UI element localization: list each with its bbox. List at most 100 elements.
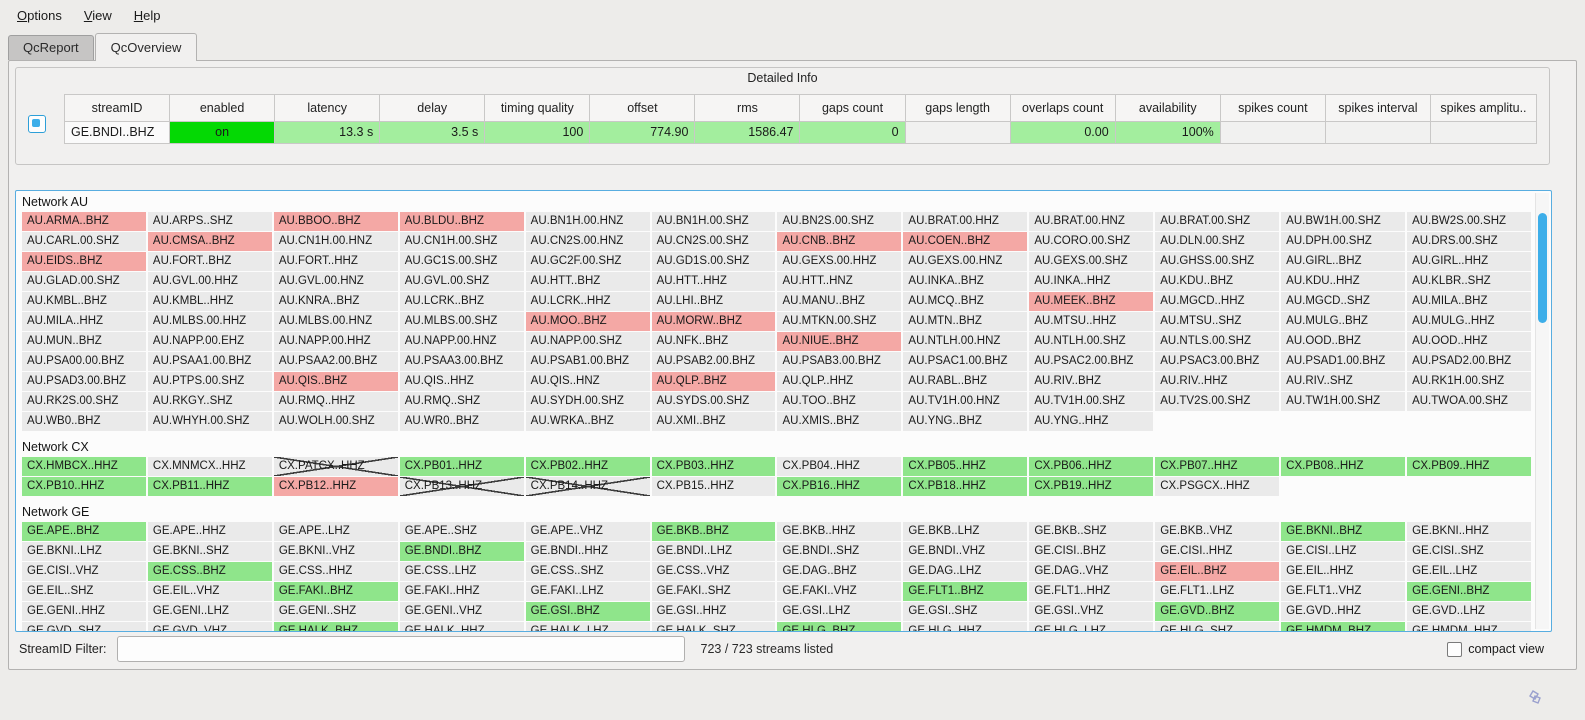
stream-cell[interactable]: AU.TWOA.00.SHZ <box>1407 392 1531 411</box>
stream-cell[interactable]: AU.HTT..HHZ <box>651 272 776 291</box>
stream-cell[interactable]: CX.PSGCX..HHZ <box>1155 477 1280 496</box>
stream-cell[interactable]: AU.FORT..BHZ <box>147 252 272 271</box>
stream-cell[interactable]: AU.KDU..HHZ <box>1281 272 1406 291</box>
stream-cell[interactable]: AU.GEXS.00.HNZ <box>903 252 1028 271</box>
stream-cell[interactable]: GE.GVD..VHZ <box>147 622 272 631</box>
stream-cell[interactable]: AU.KLBR..SHZ <box>1407 272 1531 291</box>
stream-cell[interactable]: AU.CN2S.00.HNZ <box>525 232 650 251</box>
detail-column-header[interactable]: spikes interval <box>1325 95 1431 122</box>
stream-cell[interactable]: AU.KNRA..BHZ <box>273 292 398 311</box>
stream-cell[interactable]: AU.GC2F.00.SHZ <box>525 252 650 271</box>
stream-cell[interactable]: AU.OOD..BHZ <box>1281 332 1406 351</box>
stream-cell[interactable]: GE.DAG..BHZ <box>777 562 902 581</box>
stream-cell[interactable]: GE.APE..VHZ <box>525 522 650 541</box>
stream-cell[interactable]: CX.PB01..HHZ <box>399 457 524 476</box>
detail-column-header[interactable]: enabled <box>170 95 276 122</box>
stream-cell[interactable]: AU.CN1H.00.HNZ <box>273 232 398 251</box>
stream-cell[interactable]: AU.CN1H.00.SHZ <box>399 232 524 251</box>
stream-cell[interactable]: GE.BNDI..BHZ <box>399 542 524 561</box>
stream-cell[interactable]: AU.RMQ..SHZ <box>399 392 524 411</box>
stream-cell[interactable]: AU.OOD..HHZ <box>1407 332 1531 351</box>
stream-cell[interactable]: AU.MTSU..SHZ <box>1155 312 1280 331</box>
stream-cell[interactable]: CX.PB15..HHZ <box>651 477 776 496</box>
stream-cell[interactable]: AU.INKA..BHZ <box>903 272 1028 291</box>
stream-cell[interactable]: AU.PSAD3.00.BHZ <box>22 372 146 391</box>
stream-cell[interactable]: GE.CISI..HHZ <box>1155 542 1280 561</box>
stream-cell[interactable]: AU.SYDH.00.SHZ <box>525 392 650 411</box>
stream-cell[interactable]: AU.GIRL..BHZ <box>1281 252 1406 271</box>
stream-cell[interactable]: GE.CSS..VHZ <box>651 562 776 581</box>
stream-cell[interactable]: GE.BKB..SHZ <box>1029 522 1154 541</box>
detail-cell[interactable]: 100 <box>485 122 591 143</box>
stream-cell[interactable]: AU.MLBS.00.HNZ <box>273 312 398 331</box>
streamid-filter-input[interactable] <box>116 636 685 662</box>
scrollbar-thumb[interactable] <box>1538 213 1547 323</box>
stream-cell[interactable]: CX.PB02..HHZ <box>525 457 650 476</box>
stream-cell[interactable]: GE.EIL..VHZ <box>147 582 272 601</box>
stream-cell[interactable]: GE.FAKI..BHZ <box>273 582 398 601</box>
stream-cell[interactable]: GE.GSI..HHZ <box>651 602 776 621</box>
stream-cell[interactable]: AU.MULG..BHZ <box>1281 312 1406 331</box>
stream-cell[interactable]: GE.GSI..SHZ <box>903 602 1028 621</box>
compact-view-checkbox[interactable] <box>1447 641 1463 657</box>
stream-cell[interactable]: GE.CISI..BHZ <box>1029 542 1154 561</box>
stream-cell[interactable]: CX.PB11..HHZ <box>147 477 272 496</box>
stream-cell[interactable]: AU.HTT..HNZ <box>777 272 902 291</box>
detail-column-header[interactable]: offset <box>590 95 696 122</box>
stream-cell[interactable]: AU.TW1H.00.SHZ <box>1281 392 1406 411</box>
stream-cell[interactable]: GE.BKNI..HHZ <box>1407 522 1531 541</box>
stream-cell[interactable]: GE.GENI..HHZ <box>22 602 146 621</box>
stream-cell[interactable]: AU.GVL.00.SHZ <box>399 272 524 291</box>
stream-cell[interactable]: GE.BKNI..BHZ <box>1281 522 1406 541</box>
stream-cell[interactable]: AU.PSA00.00.BHZ <box>22 352 146 371</box>
detail-column-header[interactable]: streamID <box>65 95 171 122</box>
stream-cell[interactable]: AU.SYDS.00.SHZ <box>651 392 776 411</box>
stream-cell[interactable]: GE.HLG..LHZ <box>1029 622 1154 631</box>
stream-cell[interactable]: AU.BLDU..BHZ <box>399 212 524 231</box>
stream-cell[interactable]: AU.PTPS.00.SHZ <box>147 372 272 391</box>
stream-cell[interactable]: GE.GENI..BHZ <box>1407 582 1531 601</box>
detail-column-header[interactable]: spikes amplitu.. <box>1430 95 1536 122</box>
stream-cell[interactable]: AU.BW2S.00.SHZ <box>1407 212 1531 231</box>
stream-cell[interactable]: CX.PB05..HHZ <box>903 457 1028 476</box>
stream-cell[interactable]: AU.MUN..BHZ <box>22 332 146 351</box>
detail-column-header[interactable]: gaps count <box>800 95 906 122</box>
stream-cell[interactable]: GE.EIL..SHZ <box>22 582 146 601</box>
detail-column-header[interactable]: rms <box>695 95 801 122</box>
stream-cell[interactable]: AU.GVL.00.HNZ <box>273 272 398 291</box>
stream-cell[interactable]: GE.GENI..VHZ <box>399 602 524 621</box>
stream-cell[interactable]: AU.RK2S.00.SHZ <box>22 392 146 411</box>
stream-cell[interactable]: AU.GC1S.00.SHZ <box>399 252 524 271</box>
stream-cell[interactable]: AU.GVL.00.HHZ <box>147 272 272 291</box>
stream-enable-checkbox[interactable] <box>28 115 46 133</box>
detail-column-header[interactable]: spikes count <box>1220 95 1326 122</box>
stream-cell[interactable]: GE.GVD..LHZ <box>1407 602 1531 621</box>
stream-cell[interactable]: AU.RKGY..SHZ <box>147 392 272 411</box>
stream-cell[interactable]: GE.FLT1..VHZ <box>1281 582 1406 601</box>
stream-cell[interactable]: AU.ARMA..BHZ <box>22 212 146 231</box>
stream-cell[interactable]: GE.EIL..BHZ <box>1155 562 1280 581</box>
stream-cell[interactable]: AU.GEXS.00.SHZ <box>1029 252 1154 271</box>
stream-cell[interactable]: AU.CNB..BHZ <box>777 232 902 251</box>
stream-cell[interactable]: AU.GD1S.00.SHZ <box>651 252 776 271</box>
detail-column-header[interactable]: delay <box>380 95 486 122</box>
stream-cell[interactable]: GE.GSI..VHZ <box>1029 602 1154 621</box>
stream-cell[interactable]: AU.MANU..BHZ <box>777 292 902 311</box>
stream-cell[interactable]: AU.KMBL..BHZ <box>22 292 146 311</box>
stream-cell[interactable]: CX.MNMCX..HHZ <box>147 457 272 476</box>
stream-cell[interactable]: GE.GVD..BHZ <box>1155 602 1280 621</box>
stream-cell[interactable]: AU.MORW..BHZ <box>651 312 776 331</box>
stream-cell[interactable]: AU.TOO..BHZ <box>777 392 902 411</box>
stream-cell[interactable]: AU.CORO.00.SHZ <box>1029 232 1154 251</box>
stream-cell[interactable]: GE.BKNI..SHZ <box>147 542 272 561</box>
stream-cell[interactable]: CX.PB10..HHZ <box>22 477 146 496</box>
stream-cell[interactable]: AU.NIUE..BHZ <box>777 332 902 351</box>
stream-cell[interactable]: GE.BNDI..HHZ <box>525 542 650 561</box>
detail-cell[interactable] <box>1430 122 1536 143</box>
stream-cell[interactable]: AU.GEXS.00.HHZ <box>777 252 902 271</box>
compact-view-toggle[interactable]: compact view <box>1447 641 1544 657</box>
stream-cell[interactable]: AU.INKA..HHZ <box>1029 272 1154 291</box>
detail-cell[interactable]: 3.5 s <box>380 122 486 143</box>
stream-cell[interactable]: AU.MULG..HHZ <box>1407 312 1531 331</box>
detail-cell[interactable]: GE.BNDI..BHZ <box>65 122 171 143</box>
